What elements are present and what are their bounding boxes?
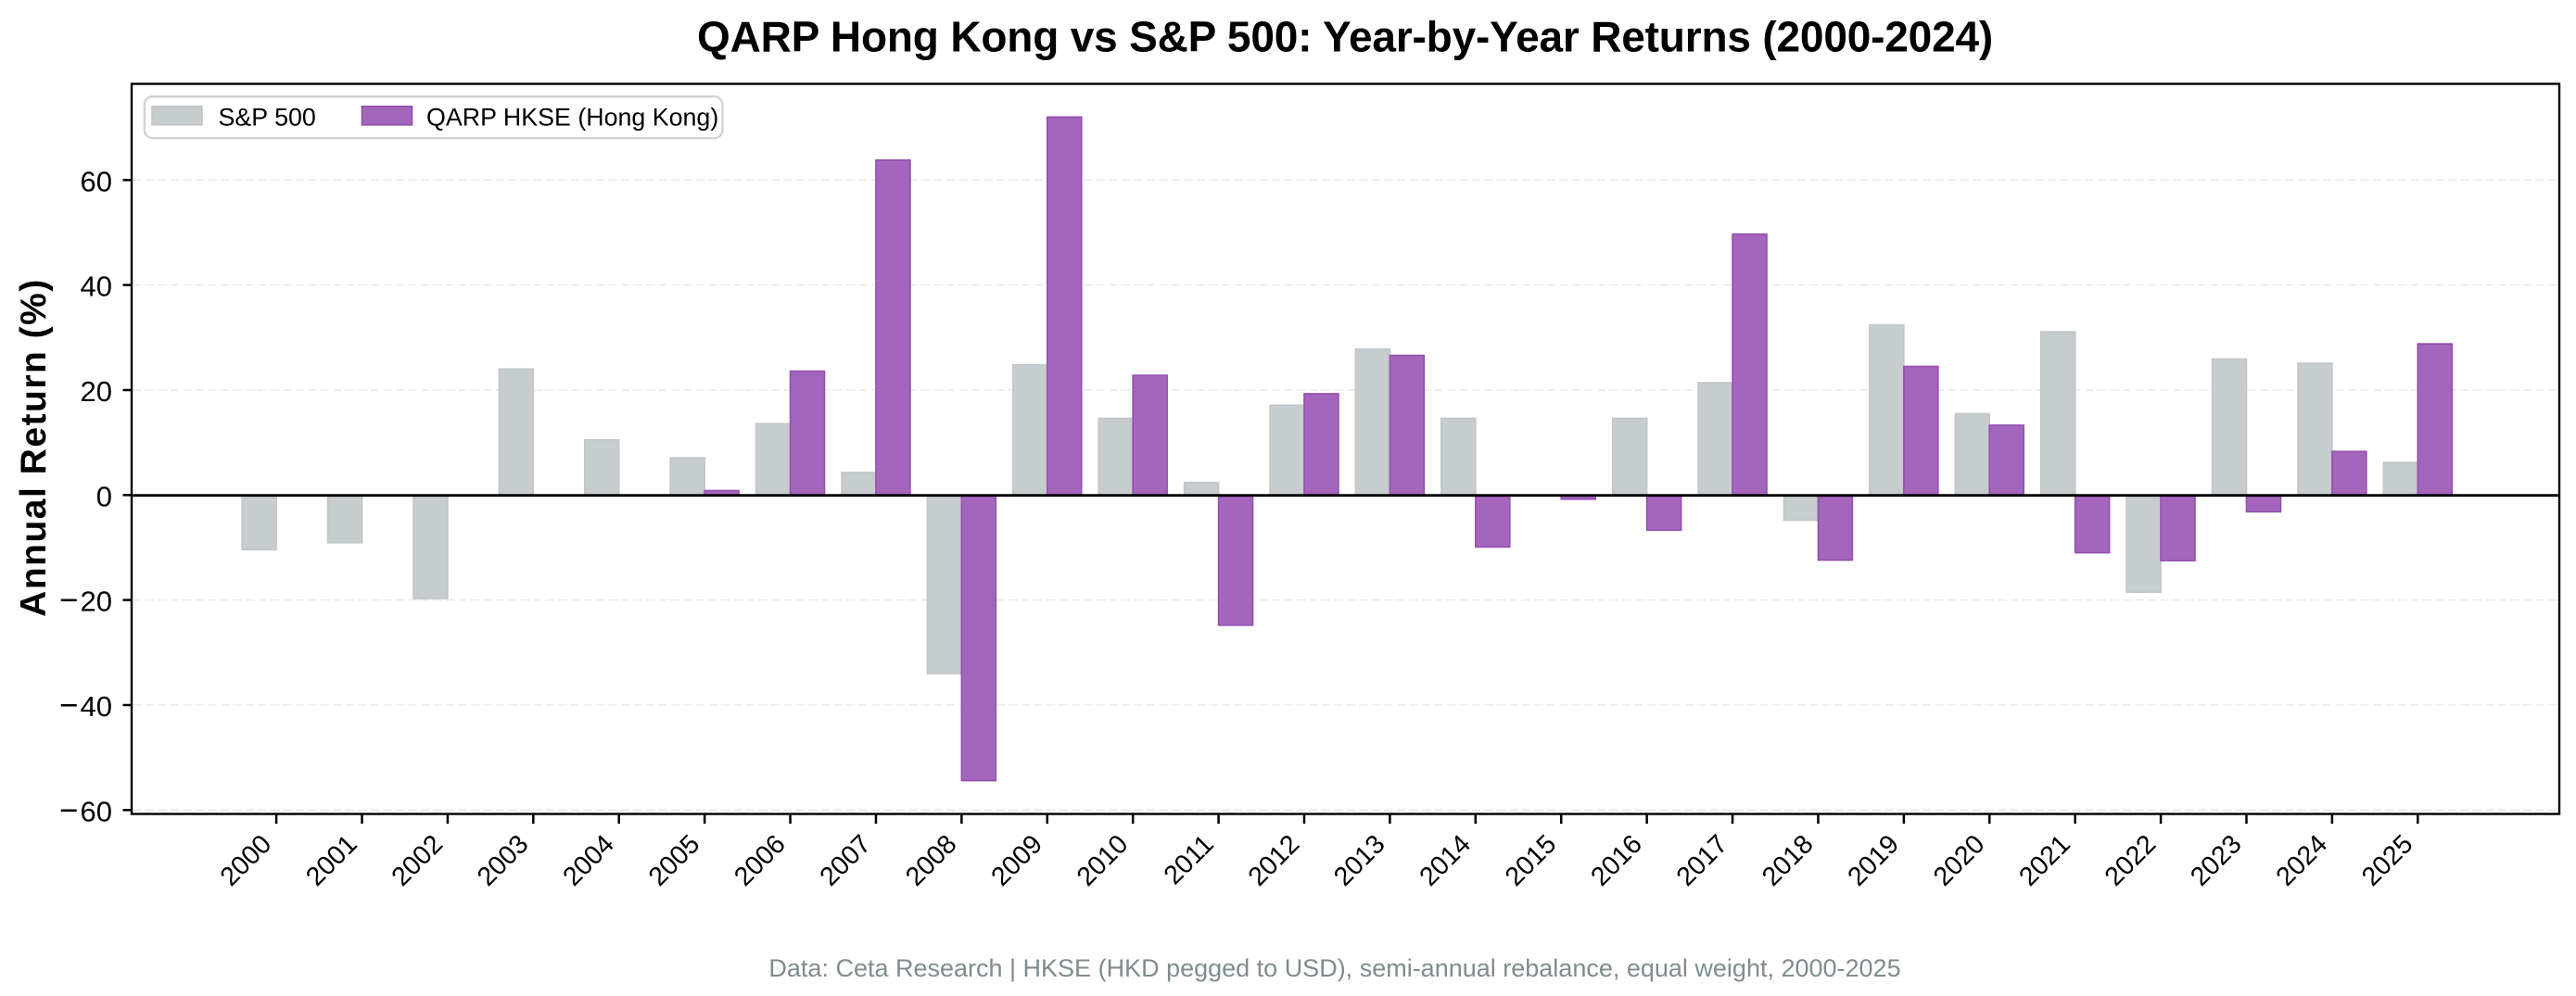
svg-text:0: 0 (96, 480, 112, 512)
svg-text:QARP HKSE (Hong Kong): QARP HKSE (Hong Kong) (426, 104, 718, 132)
svg-text:−20: −20 (59, 583, 112, 619)
svg-text:Data: Ceta Research | HKSE (HK: Data: Ceta Research | HKSE (HKD pegged t… (768, 954, 1900, 982)
svg-text:Annual Return (%): Annual Return (%) (14, 278, 54, 617)
svg-text:−40: −40 (59, 687, 112, 724)
svg-text:20: 20 (81, 375, 112, 408)
svg-text:60: 60 (81, 165, 112, 197)
svg-text:QARP Hong Kong vs S&P 500: Yea: QARP Hong Kong vs S&P 500: Year-by-Year … (697, 13, 1993, 61)
svg-text:S&P 500: S&P 500 (219, 104, 316, 132)
svg-text:40: 40 (81, 271, 112, 303)
svg-text:−60: −60 (59, 792, 112, 828)
